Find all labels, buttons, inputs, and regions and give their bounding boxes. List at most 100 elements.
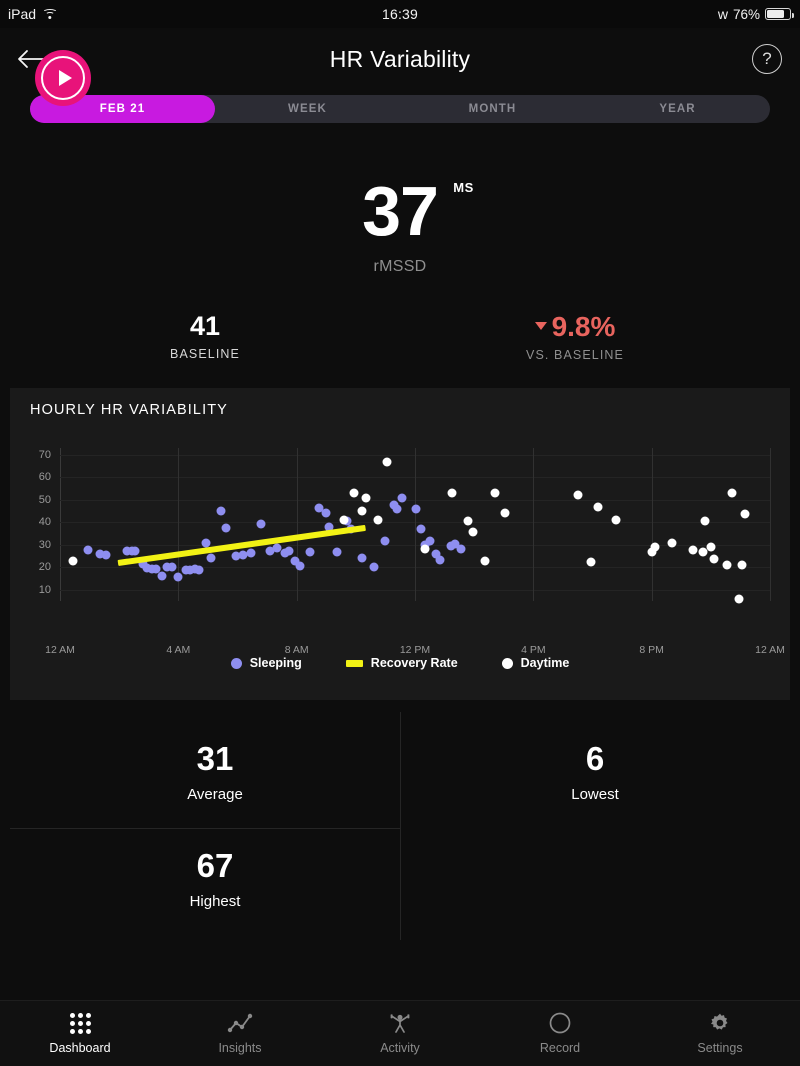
bluetooth-icon: w bbox=[717, 6, 728, 22]
stat-average: 31 Average bbox=[130, 741, 300, 803]
y-axis-tick-label: 60 bbox=[38, 471, 51, 484]
sleeping-marker-icon bbox=[230, 657, 242, 669]
data-point-day bbox=[706, 542, 716, 552]
data-point-day bbox=[468, 527, 478, 537]
x-axis-tick-label: 4 AM bbox=[166, 644, 191, 656]
help-icon[interactable]: ? bbox=[752, 44, 782, 74]
data-point-sleep bbox=[122, 546, 132, 556]
legend-item-daytime: Daytime bbox=[501, 656, 569, 670]
data-point-sleep bbox=[157, 571, 167, 581]
gridline-vertical bbox=[415, 448, 416, 601]
data-point-sleep bbox=[431, 549, 441, 559]
help-glyph: ? bbox=[762, 49, 772, 68]
x-axis-tick-label: 12 AM bbox=[45, 644, 75, 656]
baseline-label: BASELINE bbox=[170, 346, 240, 361]
gridline-vertical bbox=[178, 448, 180, 601]
data-point-sleep bbox=[231, 551, 241, 561]
stat-value: 6 bbox=[585, 740, 605, 777]
stat-label: Average bbox=[187, 785, 243, 803]
tab-activity[interactable]: Activity bbox=[320, 1001, 480, 1066]
data-point-sleep bbox=[456, 544, 466, 554]
x-axis-tick-label: 4 PM bbox=[521, 644, 546, 656]
plot-frame bbox=[60, 448, 770, 601]
dashboard-grid-icon bbox=[69, 1012, 91, 1034]
device-name-label: iPad bbox=[8, 6, 37, 22]
data-point-sleep bbox=[138, 559, 148, 569]
sub-metrics-row: 41 BASELINE 9.8% VS. BASELINE bbox=[0, 311, 800, 372]
segment-label: WEEK bbox=[288, 103, 327, 115]
data-point-sleep bbox=[101, 550, 111, 560]
battery-percent-label: 76% bbox=[732, 6, 760, 22]
vs-baseline-label: VS. BASELINE bbox=[526, 347, 624, 362]
status-bar-right: w 76% bbox=[717, 6, 794, 22]
circle-record-icon bbox=[548, 1012, 572, 1034]
tab-dashboard[interactable]: Dashboard bbox=[0, 1001, 160, 1066]
data-point-day bbox=[647, 547, 657, 557]
data-point-day bbox=[357, 506, 367, 516]
data-point-sleep bbox=[83, 545, 93, 555]
data-point-sleep bbox=[194, 565, 204, 575]
data-point-day bbox=[490, 488, 500, 498]
tab-insights[interactable]: Insights bbox=[160, 1001, 320, 1066]
data-point-sleep bbox=[380, 536, 390, 546]
tab-record[interactable]: Record bbox=[480, 1001, 640, 1066]
battery-icon bbox=[765, 8, 794, 20]
tab-label: Activity bbox=[380, 1041, 420, 1055]
data-point-sleep bbox=[221, 523, 231, 533]
chart-title: HOURLY HR VARIABILITY bbox=[30, 402, 228, 418]
segment-week[interactable]: WEEK bbox=[215, 95, 400, 123]
data-point-day bbox=[650, 542, 660, 552]
data-point-sleep bbox=[167, 562, 177, 572]
bottom-tab-bar[interactable]: Dashboard Insights bbox=[0, 1000, 800, 1066]
data-point-day bbox=[740, 509, 750, 519]
data-point-day bbox=[722, 560, 732, 570]
period-segmented-control[interactable]: FEB 21 WEEK MONTH YEAR bbox=[30, 95, 770, 123]
data-point-sleep bbox=[332, 547, 342, 556]
stats-divider-vertical bbox=[400, 712, 401, 940]
play-icon bbox=[58, 70, 72, 86]
hourly-hrv-card: HOURLY HR VARIABILITY 10 20 30 40 50 60 70 12 A… bbox=[10, 388, 790, 700]
segment-label: YEAR bbox=[659, 103, 696, 115]
data-point-sleep bbox=[256, 519, 266, 529]
data-point-day bbox=[700, 516, 710, 526]
tab-label: Record bbox=[539, 1041, 581, 1055]
data-point-sleep bbox=[425, 536, 435, 546]
vs-baseline-metric: 9.8% VS. BASELINE bbox=[460, 311, 690, 362]
data-point-sleep bbox=[295, 561, 305, 571]
weightlifter-icon bbox=[388, 1012, 412, 1034]
chart-legend: Sleeping Recovery Rate Daytime bbox=[10, 656, 790, 670]
data-point-day bbox=[361, 493, 371, 503]
data-point-day bbox=[667, 538, 677, 547]
x-axis-tick-label: 12 AM bbox=[755, 644, 785, 656]
data-point-day bbox=[737, 560, 747, 570]
data-point-day bbox=[586, 557, 596, 567]
data-point-day bbox=[709, 554, 719, 564]
tab-settings[interactable]: Settings bbox=[640, 1001, 800, 1066]
hero-value: 37 bbox=[362, 172, 439, 250]
stat-label: Highest bbox=[189, 892, 241, 910]
stat-value: 67 bbox=[196, 847, 234, 884]
segment-month[interactable]: MONTH bbox=[400, 95, 585, 123]
data-point-day bbox=[447, 488, 457, 498]
data-point-day bbox=[373, 515, 383, 525]
gear-icon bbox=[708, 1012, 732, 1034]
stats-divider-horizontal bbox=[10, 828, 400, 829]
stat-highest: 67 Highest bbox=[130, 847, 300, 910]
segment-year[interactable]: YEAR bbox=[585, 95, 770, 123]
hero-unit-label: MS bbox=[453, 180, 474, 195]
data-point-sleep bbox=[246, 548, 256, 558]
data-point-sleep bbox=[151, 564, 161, 574]
data-point-sleep bbox=[357, 553, 367, 563]
status-bar-left: iPad bbox=[8, 6, 58, 22]
x-axis-tick-label: 12 PM bbox=[399, 644, 431, 656]
navigation-bar: HR Variability ? bbox=[0, 28, 800, 90]
baseline-metric: 41 BASELINE bbox=[130, 311, 280, 361]
tab-label: Dashboard bbox=[49, 1041, 111, 1055]
record-play-button[interactable] bbox=[35, 50, 91, 106]
data-point-day bbox=[593, 502, 603, 511]
data-point-sleep bbox=[130, 546, 140, 556]
legend-label: Recovery Rate bbox=[370, 656, 458, 670]
data-point-day bbox=[68, 556, 78, 566]
gridline-vertical bbox=[770, 448, 771, 601]
legend-label: Sleeping bbox=[249, 656, 302, 670]
